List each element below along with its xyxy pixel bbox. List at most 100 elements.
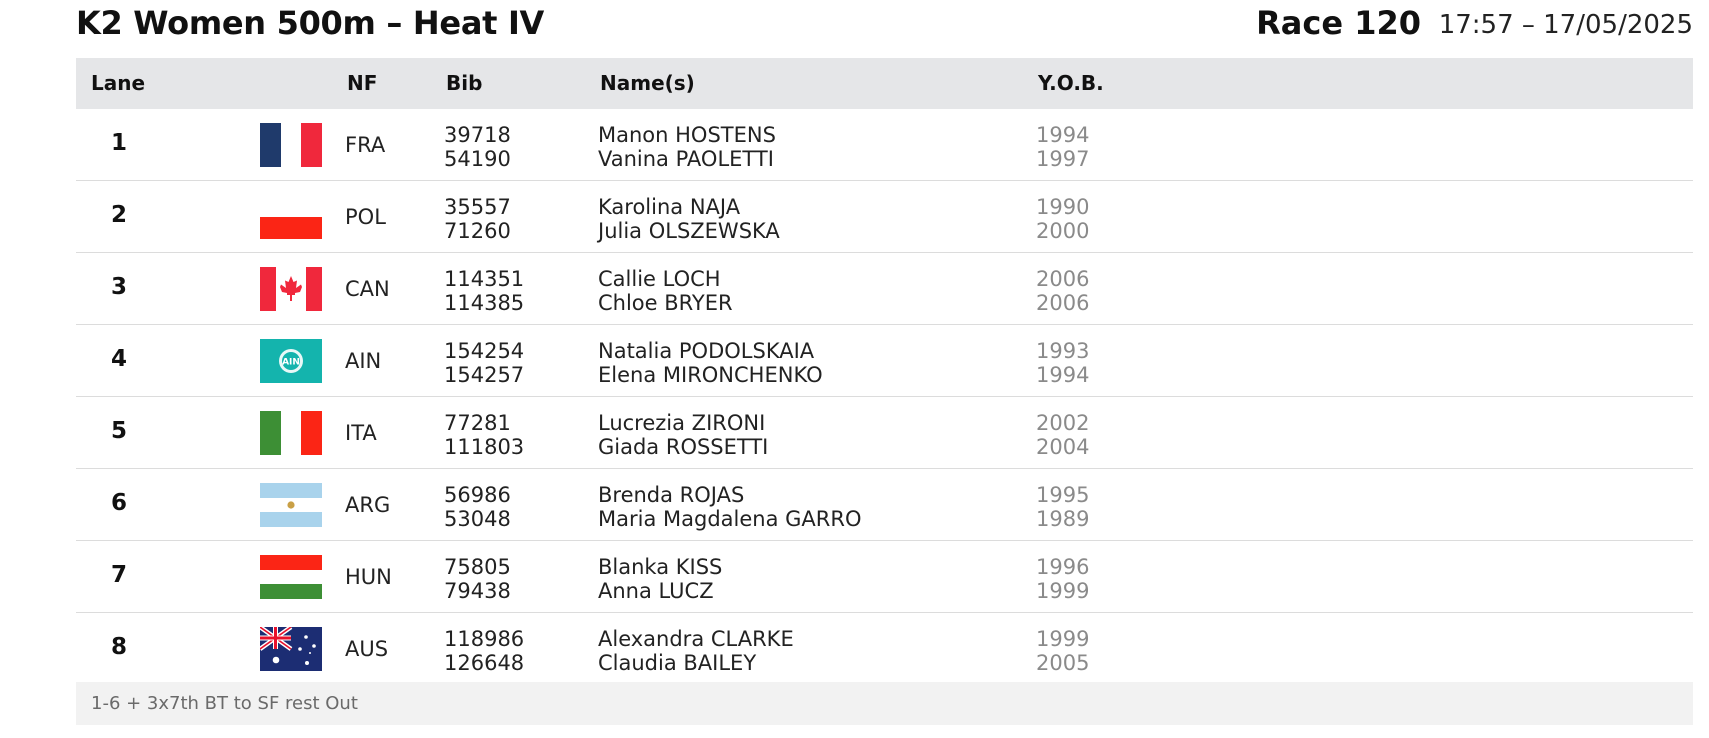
year-of-birth: 1994 [1036,123,1090,147]
athlete-names: Alexandra CLARKE Claudia BAILEY [598,627,794,675]
nation-code: CAN [345,277,390,301]
athlete-name: Lucrezia ZIRONI [598,411,766,435]
nation-code: POL [345,205,386,229]
lane-number: 1 [111,130,128,156]
bib-number: 54190 [444,147,511,171]
year-of-birth: 2000 [1036,219,1090,243]
athlete-name: Natalia PODOLSKAIA [598,339,815,363]
years-of-birth: 1995 1989 [1036,483,1089,531]
year-of-birth: 1989 [1036,507,1090,531]
athlete-name: Blanka KISS [598,555,723,579]
bib-number: 39718 [444,123,511,147]
athlete-name: Manon HOSTENS [598,123,776,147]
athlete-name: Callie LOCH [598,267,721,291]
years-of-birth: 1993 1994 [1036,339,1089,387]
bib-number: 79438 [444,579,511,603]
column-header-lane: Lane [91,71,146,95]
bib-numbers: 56986 53048 [444,483,511,531]
years-of-birth: 1994 1997 [1036,123,1089,171]
athlete-name: Karolina NAJA [598,195,741,219]
bib-number: 114385 [444,291,525,315]
year-of-birth: 2002 [1036,411,1090,435]
column-header-bib: Bib [446,71,483,95]
athlete-names: Lucrezia ZIRONI Giada ROSSETTI [598,411,768,459]
athlete-names: Brenda ROJAS Maria Magdalena GARRO [598,483,861,531]
athlete-names: Callie LOCH Chloe BRYER [598,267,733,315]
bib-number: 71260 [444,219,511,243]
race-header: K2 Women 500m – Heat IV Race 120 17:57 –… [76,0,1693,54]
bib-number: 35557 [444,195,511,219]
table-body: 1 FRA 39718 54190 Manon HOSTENS Vanina PAOLET… [76,109,1693,684]
column-header-names: Name(s) [600,71,695,95]
bib-numbers: 75805 79438 [444,555,511,603]
years-of-birth: 2006 2006 [1036,267,1089,315]
table-row: 8 AUS 118986 126648 Alexandra CLARKE Claudia … [76,613,1693,684]
france-flag-icon [260,123,322,167]
bib-numbers: 118986 126648 [444,627,524,675]
bib-number: 118986 [444,627,525,651]
athlete-names: Karolina NAJA Julia OLSZEWSKA [598,195,780,243]
bib-number: 75805 [444,555,511,579]
year-of-birth: 1994 [1036,363,1090,387]
athlete-name: Claudia BAILEY [598,651,757,675]
athlete-names: Manon HOSTENS Vanina PAOLETTI [598,123,776,171]
nation-code: AUS [345,637,389,661]
lane-number: 8 [111,634,128,660]
bib-numbers: 77281 111803 [444,411,524,459]
table-row: 1 FRA 39718 54190 Manon HOSTENS Vanina PAOLET… [76,109,1693,181]
ain-flag-icon: AIN [260,339,322,383]
athlete-name: Chloe BRYER [598,291,733,315]
bib-number: 53048 [444,507,511,531]
argentina-flag-icon [260,483,322,527]
progression-note-text: 1-6 + 3x7th BT to SF rest Out [91,693,358,714]
bib-numbers: 39718 54190 [444,123,511,171]
nation-code: FRA [345,133,386,157]
table-row: 4 AIN AIN 154254 154257 Natalia PODOLSKAIA Ele… [76,325,1693,397]
year-of-birth: 1997 [1036,147,1090,171]
table-row: 6 ARG 56986 53048 Brenda ROJAS Maria Magdalen… [76,469,1693,541]
athlete-name: Vanina PAOLETTI [598,147,774,171]
progression-note: 1-6 + 3x7th BT to SF rest Out [76,682,1693,725]
bib-number: 77281 [444,411,511,435]
hungary-flag-icon [260,555,322,599]
italy-flag-icon [260,411,322,455]
year-of-birth: 2006 [1036,267,1090,291]
year-of-birth: 2005 [1036,651,1090,675]
lane-number: 7 [111,562,128,588]
year-of-birth: 1999 [1036,627,1090,651]
column-header-yob: Y.O.B. [1038,71,1104,95]
bib-number: 154257 [444,363,525,387]
bib-number: 126648 [444,651,525,675]
bib-number: 111803 [444,435,525,459]
athlete-name: Maria Magdalena GARRO [598,507,862,531]
table-row: 2 POL 35557 71260 Karolina NAJA Julia OLSZEWS… [76,181,1693,253]
table-header: Lane NF Bib Name(s) Y.O.B. [76,58,1693,109]
lane-number: 3 [111,274,128,300]
bib-number: 56986 [444,483,511,507]
bib-numbers: 35557 71260 [444,195,511,243]
bib-number: 114351 [444,267,525,291]
poland-flag-icon [260,195,322,239]
lane-number: 4 [111,346,128,372]
nation-code: HUN [345,565,392,589]
athlete-name: Anna LUCZ [598,579,714,603]
year-of-birth: 2006 [1036,291,1090,315]
year-of-birth: 1990 [1036,195,1090,219]
race-number: Race 120 [1256,4,1421,42]
lane-number: 6 [111,490,128,516]
svg-text:AIN: AIN [282,358,300,368]
years-of-birth: 1990 2000 [1036,195,1089,243]
athlete-names: Blanka KISS Anna LUCZ [598,555,722,603]
bib-number: 154254 [444,339,525,363]
athlete-name: Julia OLSZEWSKA [598,219,780,243]
nation-code: AIN [345,349,382,373]
year-of-birth: 1993 [1036,339,1090,363]
table-row: 5 ITA 77281 111803 Lucrezia ZIRONI Giada ROSS… [76,397,1693,469]
year-of-birth: 1996 [1036,555,1090,579]
years-of-birth: 2002 2004 [1036,411,1089,459]
year-of-birth: 2004 [1036,435,1090,459]
athlete-name: Giada ROSSETTI [598,435,769,459]
lane-number: 5 [111,418,128,444]
years-of-birth: 1999 2005 [1036,627,1089,675]
nation-code: ITA [345,421,377,445]
